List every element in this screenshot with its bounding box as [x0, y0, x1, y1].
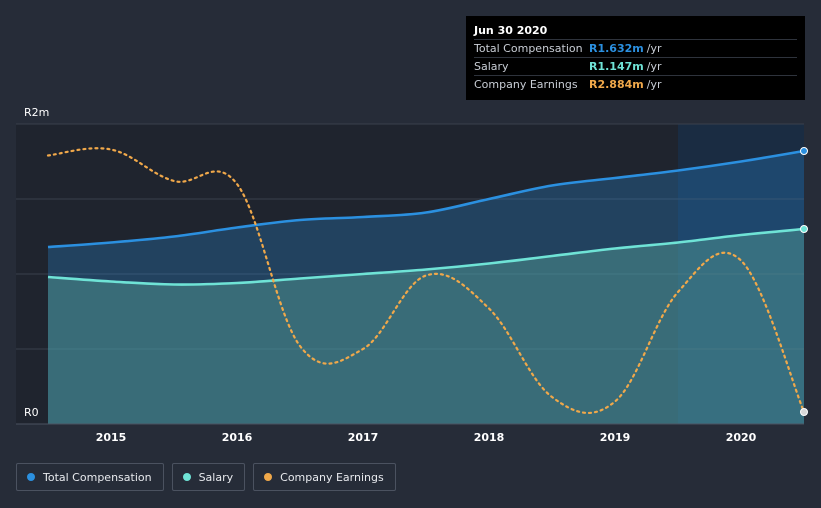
- series-endpoint-salary: [800, 225, 808, 233]
- tooltip-value: R2.884m: [589, 78, 644, 91]
- legend-item-company-earnings[interactable]: Company Earnings: [253, 463, 396, 491]
- x-tick-label: 2019: [600, 431, 631, 444]
- tooltip-label: Company Earnings: [474, 78, 578, 91]
- tooltip-unit: /yr: [646, 60, 662, 73]
- series-endpoint-total-compensation: [800, 147, 808, 155]
- y-tick-label: R0: [24, 406, 39, 419]
- grid-layer: [16, 123, 804, 425]
- tooltip-value: R1.632m: [589, 42, 644, 55]
- tooltip-value: R1.147m: [589, 60, 644, 73]
- hover-tooltip: Jun 30 2020 Total Compensation R1.632m /…: [466, 16, 805, 100]
- legend-item-salary[interactable]: Salary: [171, 463, 246, 491]
- legend-dot-icon: [27, 473, 35, 481]
- line-layer: [46, 147, 808, 416]
- chart-legend: Total Compensation Salary Company Earnin…: [16, 463, 404, 491]
- legend-item-total-compensation[interactable]: Total Compensation: [16, 463, 164, 491]
- series-line-company-earnings: [46, 147, 806, 415]
- legend-label: Total Compensation: [43, 470, 152, 484]
- legend-dot-icon: [182, 473, 191, 481]
- series-endpoint-company-earnings: [800, 408, 808, 416]
- tooltip-row-company-earnings: Company Earnings R2.884m /yr: [474, 75, 797, 93]
- tooltip-label: Salary: [474, 60, 509, 73]
- legend-label: Company Earnings: [280, 470, 384, 484]
- tooltip-date: Jun 30 2020: [474, 24, 548, 37]
- area-salary: [48, 229, 804, 424]
- legend-dot-icon: [264, 473, 273, 481]
- series-line-salary: [47, 227, 805, 286]
- x-tick-label: 2017: [348, 431, 379, 444]
- y-tick-label: R2m: [24, 106, 49, 119]
- x-tick-label: 2016: [222, 431, 253, 444]
- tooltip-row-salary: Salary R1.147m /yr: [474, 57, 797, 75]
- x-tick-label: 2015: [96, 431, 127, 444]
- tooltip-unit: /yr: [646, 42, 662, 55]
- area-total-compensation: [48, 151, 804, 424]
- x-tick-label: 2020: [726, 431, 757, 444]
- tooltip-row-total-compensation: Total Compensation R1.632m /yr: [474, 39, 797, 57]
- x-tick-label: 2018: [474, 431, 505, 444]
- legend-label: Salary: [198, 470, 234, 484]
- axis-layer: 2015 2016 2017 2018 2019 2020 R2m R0: [16, 106, 804, 444]
- tooltip-label: Total Compensation: [474, 42, 583, 55]
- series-line-total-compensation: [47, 149, 805, 249]
- area-layer: [48, 151, 804, 424]
- tooltip-unit: /yr: [646, 78, 662, 91]
